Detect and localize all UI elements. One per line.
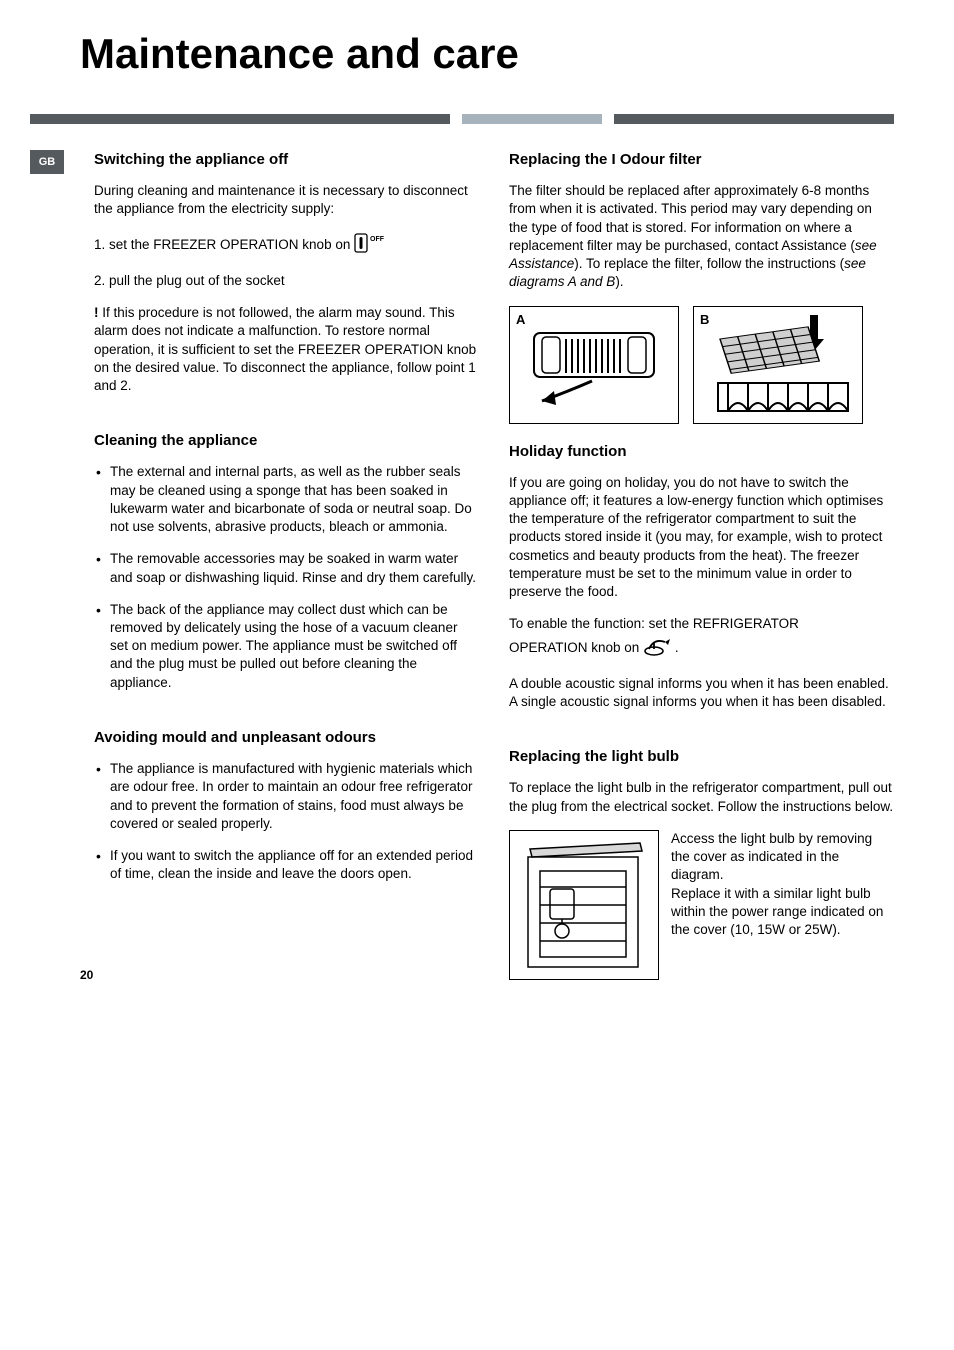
- bullet: The removable accessories may be soaked …: [94, 550, 479, 586]
- heading-odour-filter: Replacing the I Odour filter: [509, 150, 894, 170]
- holiday-icon: [643, 636, 671, 661]
- divider-bar: [30, 114, 894, 124]
- heading-holiday: Holiday function: [509, 442, 894, 462]
- text: During cleaning and maintenance it is ne…: [94, 182, 479, 218]
- off-knob-icon: OFF: [354, 233, 388, 258]
- filter-diagrams: A: [509, 306, 894, 424]
- bulb-diagram: [509, 830, 659, 980]
- text: Replace it with a similar light bulb wit…: [671, 886, 883, 937]
- language-badge: GB: [30, 150, 64, 174]
- heading-switching-off: Switching the appliance off: [94, 150, 479, 170]
- heading-mould: Avoiding mould and unpleasant odours: [94, 728, 479, 748]
- text: To enable the function: set the REFRIGER…: [509, 615, 894, 633]
- bullet: The external and internal parts, as well…: [94, 463, 479, 536]
- text: Access the light bulb by removing the co…: [671, 831, 872, 882]
- text: If you are going on holiday, you do not …: [509, 474, 894, 602]
- diagram-b: B: [693, 306, 863, 424]
- bullet: The back of the appliance may collect du…: [94, 601, 479, 692]
- warning-text: ! If this procedure is not followed, the…: [94, 304, 479, 395]
- bullet: If you want to switch the appliance off …: [94, 847, 479, 883]
- text: OPERATION knob on .: [509, 636, 894, 661]
- page-number: 20: [80, 968, 93, 982]
- step-2: 2. pull the plug out of the socket: [94, 272, 479, 290]
- left-column: Switching the appliance off During clean…: [94, 146, 479, 980]
- bullet: The appliance is manufactured with hygie…: [94, 760, 479, 833]
- diagram-a: A: [509, 306, 679, 424]
- text: The filter should be replaced after appr…: [509, 182, 894, 291]
- text: A double acoustic signal informs you whe…: [509, 675, 894, 711]
- svg-text:OFF: OFF: [370, 236, 385, 243]
- step-1: 1. set the FREEZER OPERATION knob on OFF: [94, 233, 479, 258]
- right-column: Replacing the I Odour filter The filter …: [509, 146, 894, 980]
- heading-cleaning: Cleaning the appliance: [94, 431, 479, 451]
- text: To replace the light bulb in the refrige…: [509, 779, 894, 815]
- heading-bulb: Replacing the light bulb: [509, 747, 894, 767]
- page-title: Maintenance and care: [80, 30, 894, 78]
